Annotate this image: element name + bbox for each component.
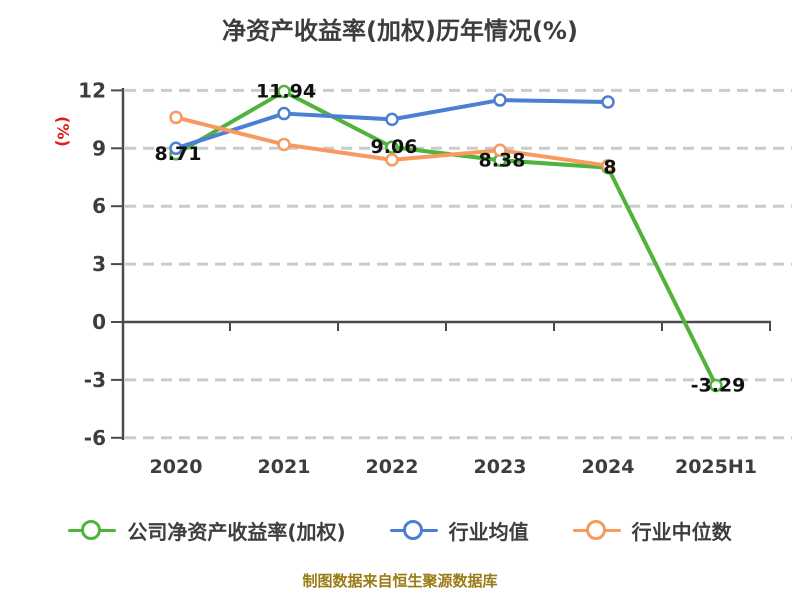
data-point: [277, 137, 291, 152]
y-tick-label: 9: [92, 136, 106, 160]
data-point: [385, 140, 399, 154]
y-tick-label: 6: [92, 194, 106, 218]
data-point-label: 8.71: [155, 143, 202, 165]
data-point-label: -3.29: [691, 374, 746, 396]
data-point-label: 9.06: [371, 136, 418, 158]
data-point: [385, 153, 399, 167]
legend-item-company-roe[interactable]: 公司净资产收益率(加权): [68, 516, 346, 545]
x-tick-label: 2020: [150, 456, 203, 478]
legend-label-industry-median: 行业中位数: [631, 520, 732, 544]
y-tick-label: 12: [78, 78, 106, 102]
data-point: [601, 158, 615, 173]
y-tick-label: 0: [92, 310, 106, 334]
x-tick-label: 2021: [258, 456, 311, 478]
data-point: [277, 106, 291, 121]
y-tick-label: -6: [84, 426, 106, 450]
x-tick-label: 2024: [582, 456, 635, 478]
data-point: [385, 112, 399, 127]
legend-marker-orange-icon: [572, 519, 621, 542]
data-point: [169, 110, 183, 125]
data-point-label: 8: [603, 157, 616, 179]
legend-label-industry-mean: 行业均值: [448, 520, 529, 544]
y-tick-label: 3: [92, 252, 106, 276]
data-point: [709, 378, 723, 393]
x-tick-label: 2025H1: [675, 456, 757, 478]
legend-marker-green-icon: [68, 519, 117, 542]
data-source-note: 制图数据来自恒生聚源数据库: [302, 572, 498, 590]
data-point: [493, 143, 507, 157]
data-point-label: 8.38: [479, 149, 526, 171]
data-point: [601, 95, 615, 109]
x-tick-label: 2023: [474, 456, 527, 478]
legend-item-industry-mean[interactable]: 行业均值: [389, 516, 529, 545]
legend-label-company-roe: 公司净资产收益率(加权): [127, 520, 346, 544]
y-tick-label: -3: [84, 368, 106, 392]
legend-item-industry-median[interactable]: 行业中位数: [572, 516, 732, 545]
data-point: [493, 93, 507, 107]
x-tick-label: 2022: [366, 456, 419, 478]
chart-title: 净资产收益率(加权)历年情况(%): [222, 17, 578, 45]
legend-marker-blue-icon: [389, 519, 438, 542]
data-point-label: 11.94: [256, 81, 316, 103]
legend: 公司净资产收益率(加权) 行业均值 行业中位数: [0, 516, 800, 545]
data-point: [277, 84, 291, 99]
data-point: [169, 141, 183, 156]
